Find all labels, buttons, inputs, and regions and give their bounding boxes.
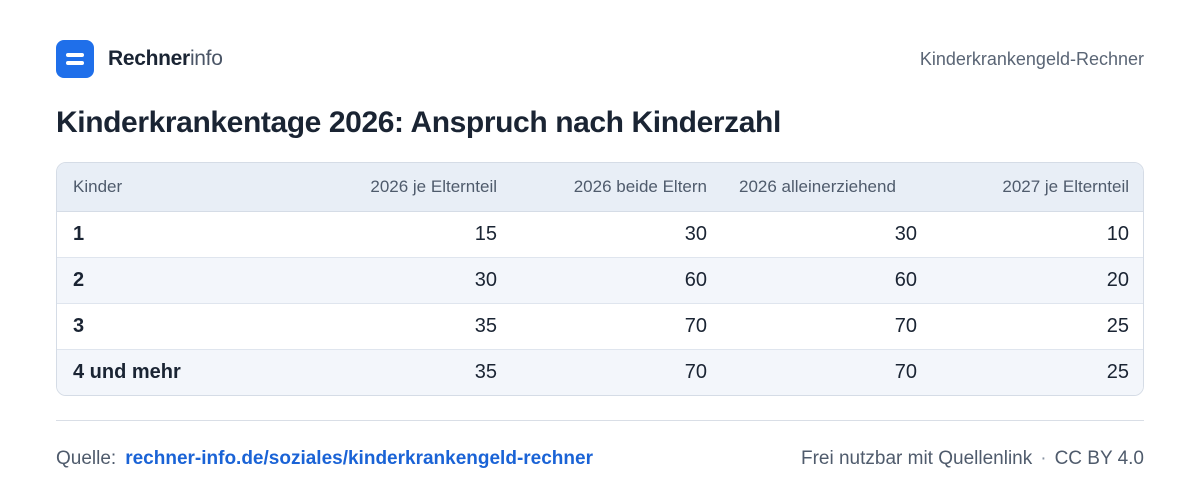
- table-cell: 70: [513, 302, 723, 349]
- table-cell: 30: [303, 256, 513, 303]
- source-link[interactable]: rechner-info.de/soziales/kinderkrankenge…: [125, 448, 593, 469]
- table-cell: 60: [723, 256, 933, 303]
- table-cell: 70: [513, 348, 723, 395]
- table-cell: 25: [933, 348, 1143, 395]
- table-row: 2 30 60 60 20: [57, 256, 1143, 303]
- table-cell: 30: [684, 222, 707, 245]
- column-header-kinder: Kinder: [57, 163, 303, 212]
- license-info: Frei nutzbar mit Quellenlink · CC BY 4.0: [801, 448, 1144, 470]
- table-cell-kinder: 4 und mehr: [57, 348, 303, 395]
- table-cell: 35: [303, 302, 513, 349]
- brand-name: Rechnerinfo: [108, 47, 223, 71]
- table-cell: 35: [303, 348, 513, 395]
- column-header-2026-beide-eltern: 2026 beide Eltern: [513, 163, 723, 212]
- table-cell-kinder: 3: [57, 302, 303, 349]
- footer-divider: [56, 420, 1144, 421]
- column-header-2026-je-elternteil: 2026 je Elternteil: [303, 163, 513, 212]
- brand-name-strong: Rechner: [108, 47, 190, 70]
- license-text: Frei nutzbar mit Quellenlink: [800, 448, 1033, 469]
- table-cell: 70: [723, 302, 933, 349]
- logo-icon: [56, 40, 94, 78]
- page-label: Kinderkrankengeld-Rechner: [919, 48, 1144, 69]
- source: Quelle: rechner-info.de/soziales/kinderk…: [56, 448, 593, 470]
- table-cell-kinder: 2: [57, 256, 303, 303]
- table-row: 4 und mehr 35 70 70 25: [57, 348, 1143, 395]
- table-header-row: Kinder 2026 je Elternteil 2026 beide Elt…: [57, 163, 1143, 212]
- table-cell: 30: [894, 222, 917, 245]
- table-cell: 20: [933, 256, 1143, 303]
- brand[interactable]: Rechnerinfo: [56, 40, 223, 78]
- data-table: Kinder 2026 je Elternteil 2026 beide Elt…: [56, 162, 1144, 396]
- page-header: Rechnerinfo Kinderkrankengeld-Rechner: [56, 40, 1144, 78]
- page-title: Kinderkrankentage 2026: Anspruch nach Ki…: [56, 106, 781, 139]
- column-header-2026-alleinerziehend: 2026 alleinerziehend: [723, 163, 933, 212]
- table-cell: 15: [474, 222, 497, 245]
- brand-name-light: info: [189, 47, 223, 70]
- table-row: 1 15 30 30 10: [57, 211, 1143, 257]
- source-label: Quelle:: [56, 448, 117, 469]
- license-separator: ·: [1040, 448, 1047, 469]
- license-name: CC BY 4.0: [1054, 448, 1144, 469]
- table-cell-kinder: 1: [73, 222, 85, 245]
- column-header-2027-je-elternteil: 2027 je Elternteil: [933, 163, 1143, 212]
- table-cell: 60: [513, 256, 723, 303]
- table-cell: 70: [723, 348, 933, 395]
- page-footer: Quelle: rechner-info.de/soziales/kinderk…: [56, 446, 1144, 472]
- table-row: 3 35 70 70 25: [57, 302, 1143, 349]
- table-cell: 25: [933, 302, 1143, 349]
- table-cell: 10: [1106, 222, 1129, 245]
